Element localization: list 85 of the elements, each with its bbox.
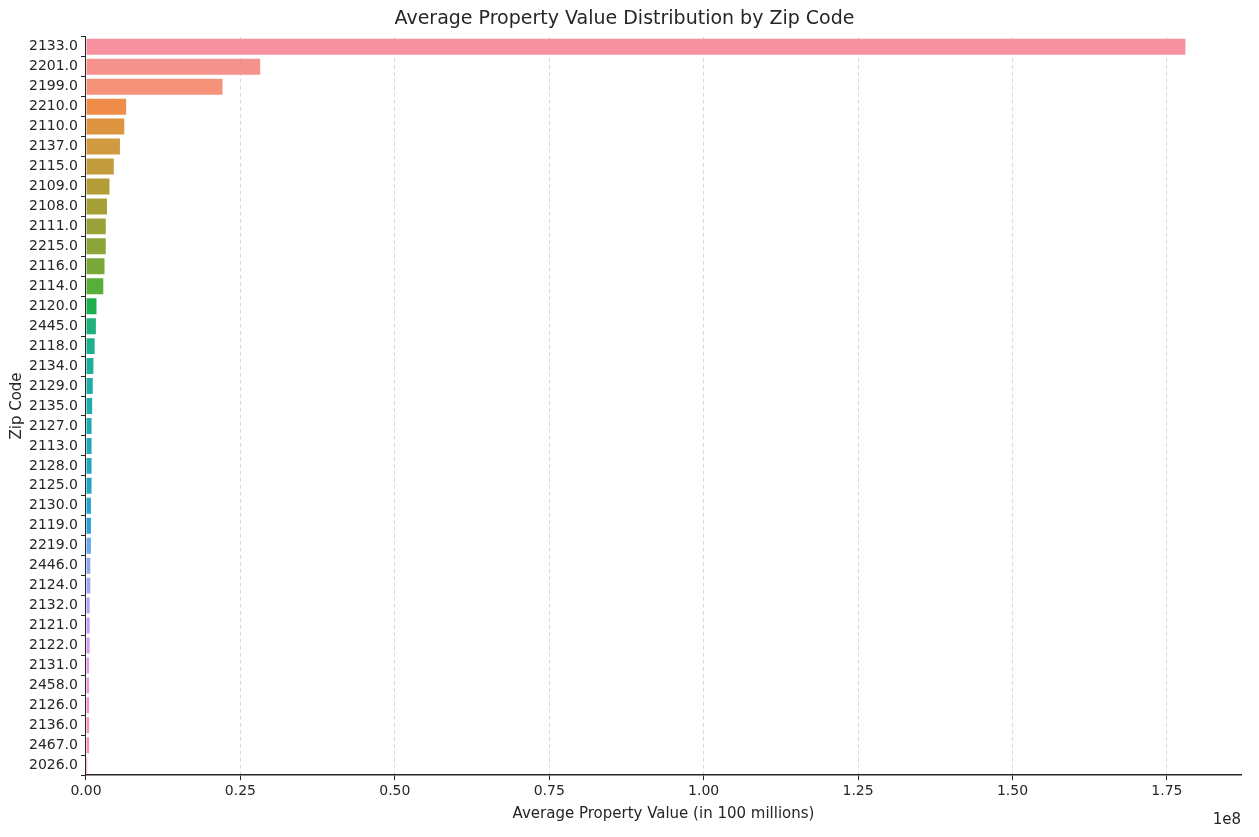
bar: [86, 697, 90, 714]
bar: [86, 717, 90, 734]
y-tick-label: 2120.0: [28, 296, 78, 313]
x-tick-label: 1.75: [1151, 782, 1183, 799]
bar: [86, 517, 91, 534]
x-tick-label: 1.25: [842, 782, 874, 799]
bar: [86, 58, 261, 75]
y-tick-label: 2119.0: [28, 516, 78, 533]
y-tick-label: 2132.0: [28, 596, 78, 613]
y-tick-label: 2125.0: [28, 476, 78, 493]
y-tick-label: 2137.0: [28, 137, 78, 154]
y-tick-label: 2121.0: [28, 616, 78, 633]
bar: [86, 637, 90, 654]
y-tick-label: 2133.0: [28, 37, 78, 54]
bar: [86, 138, 120, 155]
y-tick-label: 2114.0: [28, 276, 78, 293]
bar: [86, 378, 93, 395]
y-tick-label: 2458.0: [28, 676, 78, 693]
y-axis-title: Zip Code: [6, 372, 25, 440]
x-tick-label: 0.75: [533, 782, 565, 799]
y-tick-label: 2126.0: [28, 695, 78, 712]
y-tick-label: 2110.0: [28, 117, 78, 134]
bar: [86, 437, 92, 454]
bar: [86, 677, 90, 694]
bar: [86, 597, 90, 614]
bar: [86, 158, 114, 175]
bar: [86, 398, 93, 414]
y-tick-label: 2467.0: [28, 735, 78, 752]
bar: [86, 178, 110, 195]
y-tick-label: 2215.0: [28, 236, 78, 253]
bar: [86, 477, 92, 494]
y-tick-label: 2219.0: [28, 536, 78, 553]
bar: [86, 417, 92, 434]
x-tick-label: 1.00: [688, 782, 720, 799]
bar: [86, 457, 92, 474]
y-tick-label: 2122.0: [28, 636, 78, 653]
y-tick-label: 2129.0: [28, 376, 78, 393]
bar: [86, 118, 125, 135]
y-tick-label: 2124.0: [28, 576, 78, 593]
bar: [86, 38, 1186, 55]
y-tick-label: 2113.0: [28, 436, 78, 453]
bar: [86, 358, 94, 375]
bar: [86, 218, 106, 235]
y-tick-label: 2135.0: [28, 396, 78, 413]
y-tick-label: 2115.0: [28, 157, 78, 174]
bar: [86, 198, 107, 215]
chart-title: Average Property Value Distribution by Zip Code: [394, 6, 855, 29]
bar: [86, 497, 91, 514]
bar: [86, 258, 105, 275]
bar: [86, 537, 91, 554]
text: 1e8: [1212, 810, 1241, 829]
y-tick-label: 2210.0: [28, 97, 78, 114]
x-tick-label: 0.00: [70, 782, 102, 799]
y-tick-label: 2445.0: [28, 316, 78, 333]
y-tick-label: 2026.0: [28, 755, 78, 772]
bar: [86, 318, 96, 335]
y-tick-label: 2118.0: [28, 336, 78, 353]
bar: [86, 617, 90, 634]
y-tick-label: 2199.0: [28, 77, 78, 94]
y-tick-label: 2446.0: [28, 556, 78, 573]
y-tick-label: 2128.0: [28, 456, 78, 473]
y-tick-label: 2136.0: [28, 715, 78, 732]
bar: [86, 298, 97, 315]
x-tick-label: 0.50: [379, 782, 411, 799]
x-tick-label: 1.50: [996, 782, 1029, 799]
y-tick-label: 2134.0: [28, 356, 78, 373]
y-tick-label: 2111.0: [28, 217, 78, 234]
y-tick-label: 2109.0: [28, 177, 78, 194]
x-axis-title: Average Property Value (in 100 millions): [512, 803, 815, 822]
y-tick-label: 2131.0: [28, 656, 78, 673]
y-tick-label: 2127.0: [28, 416, 78, 433]
y-tick-label: 2116.0: [28, 256, 78, 273]
bar: [86, 557, 91, 574]
bar: [86, 657, 90, 674]
bar: [86, 338, 95, 355]
y-tick-label: 2108.0: [28, 197, 78, 214]
bar: [86, 98, 127, 115]
y-tick-label: 2130.0: [28, 496, 78, 513]
bar: [86, 737, 90, 754]
x-tick-label: 0.25: [224, 782, 256, 799]
y-tick-label: 2201.0: [28, 57, 78, 74]
bar: [86, 238, 106, 255]
bar: [86, 278, 104, 295]
bar: [86, 577, 91, 594]
bar: [86, 78, 223, 95]
